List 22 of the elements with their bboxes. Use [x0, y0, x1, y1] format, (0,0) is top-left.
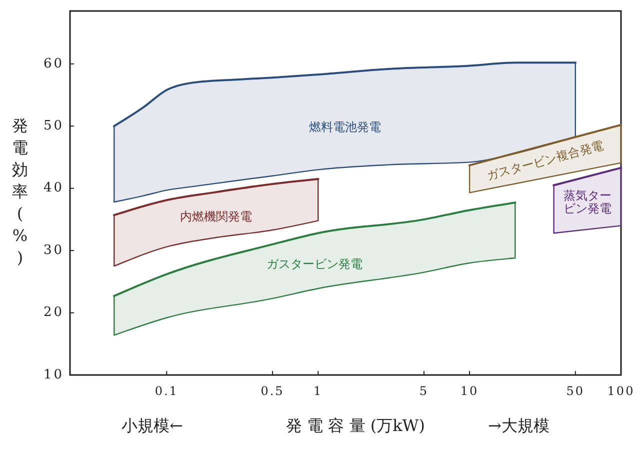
x-tick-label: 1: [314, 384, 323, 398]
x-tick-label: 10: [460, 384, 479, 398]
x-tick-label: 50: [566, 384, 585, 398]
y-tick-label: 60: [43, 56, 64, 72]
x-tick-label: 5: [419, 384, 429, 398]
text: 小規模←: [122, 416, 183, 435]
series-label: ガスタービン発電: [266, 257, 363, 272]
x-tick-label: 0.5: [260, 384, 284, 398]
x-tick-label: 100: [607, 384, 635, 398]
text: 燃料電池発電: [308, 120, 381, 134]
x-tick-label: 0.1: [154, 384, 178, 398]
y-tick-label: 50: [43, 118, 64, 134]
x-axis-title: 発 電 容 量 (万kW): [286, 416, 425, 435]
y-axis-title: 発電効率(%): [12, 116, 28, 268]
y-tick-label: 10: [43, 367, 64, 382]
text: ガスタービン複合発電: [485, 138, 605, 183]
text: →大規模: [488, 416, 550, 435]
series-label: 蒸気タービン発電: [563, 188, 612, 216]
y-tick-label: 30: [43, 242, 64, 258]
series-label: 内燃機関発電: [180, 209, 252, 224]
y-tick-label: 20: [43, 305, 64, 320]
y-tick-label: 40: [43, 180, 64, 196]
